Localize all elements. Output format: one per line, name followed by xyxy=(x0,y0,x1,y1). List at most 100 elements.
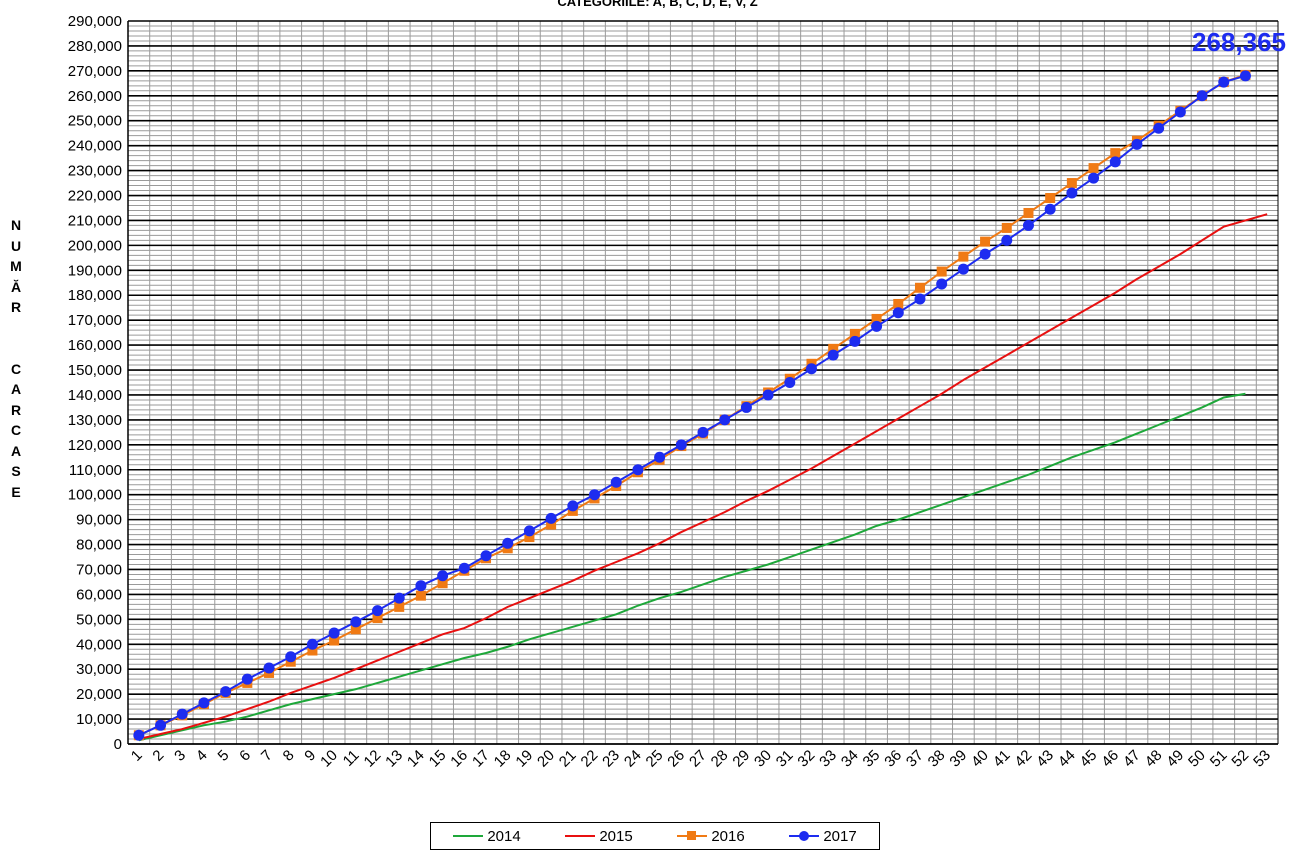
x-tick-label: 4 xyxy=(193,747,211,765)
legend-label: 2015 xyxy=(599,827,633,845)
y-axis-label: N U M Ă R C A R C A S E xyxy=(10,217,22,500)
x-tick-label: 25 xyxy=(643,747,667,771)
y-tick-label: 40,000 xyxy=(76,636,122,653)
data-point-2016 xyxy=(394,601,405,612)
y-tick-label: 200,000 xyxy=(68,237,122,254)
data-point-2017 xyxy=(610,476,622,488)
y-tick-label: 70,000 xyxy=(76,561,122,578)
x-tick-label: 12 xyxy=(361,747,385,771)
data-point-2017 xyxy=(762,389,774,401)
data-point-2016 xyxy=(415,590,426,601)
y-tick-label: 50,000 xyxy=(76,611,122,628)
data-point-2017 xyxy=(675,439,687,451)
y-tick-label: 170,000 xyxy=(68,312,122,329)
data-point-2017 xyxy=(632,464,644,476)
data-point-2017 xyxy=(458,562,470,574)
data-point-2017 xyxy=(328,627,340,639)
data-point-2017 xyxy=(936,278,948,290)
series-line-2017 xyxy=(138,74,1246,737)
data-point-2017 xyxy=(654,451,666,463)
x-tick-label: 9 xyxy=(301,747,319,765)
legend-label: 2017 xyxy=(823,827,857,845)
data-point-2016 xyxy=(546,519,557,530)
y-tick-label: 140,000 xyxy=(68,387,122,404)
series-line-2015 xyxy=(138,213,1268,740)
data-point-2016 xyxy=(524,532,535,543)
data-point-2017 xyxy=(220,686,232,698)
data-point-2017 xyxy=(1174,106,1186,118)
data-point-2017 xyxy=(979,248,991,260)
data-point-2017 xyxy=(502,537,514,549)
data-point-2016 xyxy=(1066,178,1077,189)
y-tick-label: 130,000 xyxy=(68,412,122,429)
data-point-2017 xyxy=(437,570,449,582)
x-tick-label: 16 xyxy=(447,747,471,771)
data-point-2017 xyxy=(1131,138,1143,150)
data-point-2017 xyxy=(545,512,557,524)
x-tick-label: 11 xyxy=(340,747,363,770)
data-point-2017 xyxy=(784,377,796,388)
data-point-2016 xyxy=(893,298,904,309)
chart-title: CATEGORIILE: A, B, C, D, E, V, Z xyxy=(557,0,758,9)
data-point-2017 xyxy=(892,307,904,319)
y-tick-label: 90,000 xyxy=(76,512,122,529)
x-tick-label: 5 xyxy=(215,747,233,765)
data-point-2016 xyxy=(1045,193,1056,204)
y-tick-label: 180,000 xyxy=(68,287,122,304)
x-tick-label: 27 xyxy=(686,747,710,771)
x-tick-label: 34 xyxy=(838,747,862,771)
data-point-2017 xyxy=(523,525,535,537)
legend-swatch xyxy=(453,830,484,842)
y-tick-label: 230,000 xyxy=(68,163,122,180)
x-tick-label: 28 xyxy=(708,747,732,771)
x-tick-label: 35 xyxy=(860,747,884,771)
data-point-2017 xyxy=(871,320,883,332)
y-tick-label: 60,000 xyxy=(76,586,122,603)
y-tick-label: 250,000 xyxy=(68,113,122,130)
data-point-2016 xyxy=(980,236,991,247)
x-tick-label: 20 xyxy=(534,747,558,771)
data-point-2016 xyxy=(372,613,383,624)
data-point-2017 xyxy=(1109,156,1121,168)
x-tick-label: 37 xyxy=(903,747,927,771)
y-tick-label: 160,000 xyxy=(68,337,122,354)
legend-swatch xyxy=(565,830,596,842)
legend: 2014 2015 2016 2017 xyxy=(430,822,880,850)
x-tick-label: 29 xyxy=(729,747,753,771)
data-point-2016 xyxy=(350,624,361,635)
y-tick-label: 240,000 xyxy=(68,138,122,155)
x-tick-label: 26 xyxy=(664,747,688,771)
data-point-2017 xyxy=(1153,122,1165,134)
x-tick-label: 48 xyxy=(1142,747,1166,771)
data-point-2017 xyxy=(285,651,297,663)
data-point-2017 xyxy=(719,414,731,426)
series-line-2016 xyxy=(138,73,1246,737)
x-tick-label: 6 xyxy=(236,747,254,765)
data-point-2017 xyxy=(1218,76,1230,88)
x-tick-label: 45 xyxy=(1077,747,1101,771)
legend-swatch xyxy=(789,830,820,842)
x-tick-label: 50 xyxy=(1185,747,1209,771)
series-line-2014 xyxy=(138,392,1246,742)
y-tick-label: 260,000 xyxy=(68,88,122,105)
data-point-2017 xyxy=(567,500,579,512)
data-point-2017 xyxy=(198,697,210,709)
y-tick-label: 20,000 xyxy=(76,686,122,703)
x-tick-label: 7 xyxy=(258,747,276,765)
x-tick-label: 51 xyxy=(1207,747,1231,771)
x-tick-label: 1 xyxy=(128,747,146,765)
x-tick-label: 24 xyxy=(621,747,645,771)
x-tick-label: 39 xyxy=(946,747,970,771)
data-point-2016 xyxy=(914,282,925,293)
y-tick-label: 30,000 xyxy=(76,661,122,678)
x-tick-label: 44 xyxy=(1055,747,1079,771)
x-tick-label: 46 xyxy=(1098,747,1122,771)
y-tick-label: 270,000 xyxy=(68,63,122,80)
data-point-2017 xyxy=(697,426,709,438)
data-point-2017 xyxy=(740,401,752,413)
y-tick-label: 10,000 xyxy=(76,711,122,728)
x-tick-label: 17 xyxy=(469,747,493,771)
data-point-2017 xyxy=(849,335,861,347)
